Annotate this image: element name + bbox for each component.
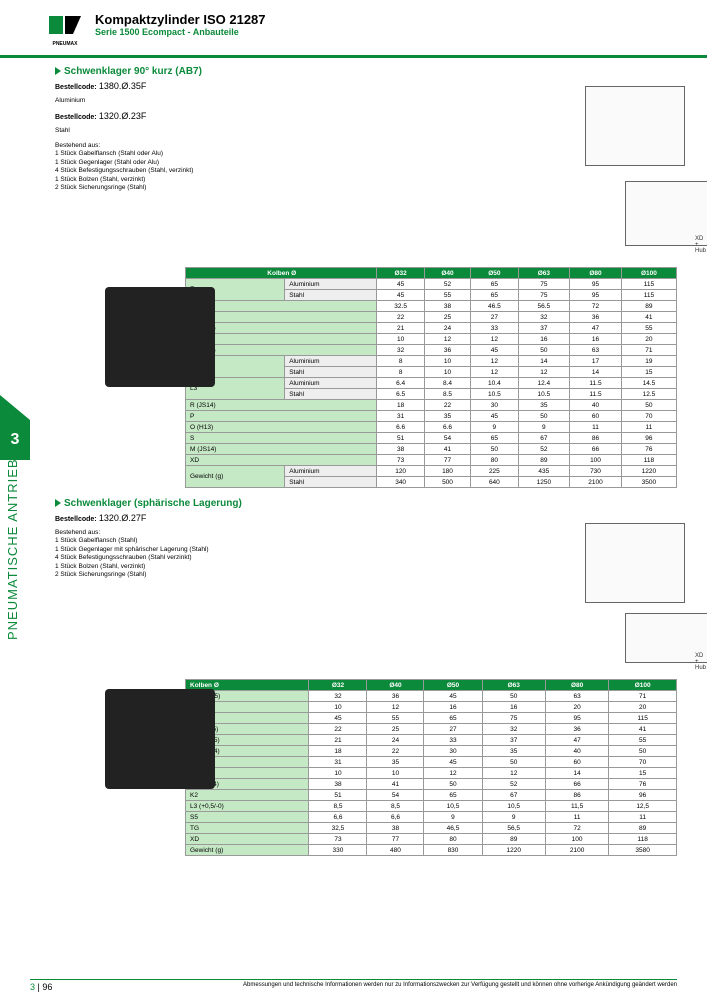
material-label: Stahl xyxy=(55,127,315,135)
page-header: PNEUMAX Kompaktzylinder ISO 21287 Serie … xyxy=(0,0,707,55)
page-title: Kompaktzylinder ISO 21287 xyxy=(95,12,266,27)
order-label: Bestellcode: xyxy=(55,516,97,523)
section1-title: Schwenklager 90° kurz (AB7) xyxy=(55,66,677,77)
components-title: Bestehend aus: xyxy=(55,142,315,150)
svg-text:PNEUMAX: PNEUMAX xyxy=(52,41,78,47)
logo: PNEUMAX xyxy=(45,12,85,47)
order-code: 1320.Ø.27F xyxy=(99,513,147,523)
triangle-icon xyxy=(55,499,61,507)
section2-title: Schwenklager (sphärische Lagerung) xyxy=(55,498,677,509)
dimensions-table-1: Kolben ØØ32Ø40Ø50Ø63Ø80Ø100EAluminium455… xyxy=(185,267,677,488)
order-label: Bestellcode: xyxy=(55,114,97,121)
page-number: 3 | 96 xyxy=(30,982,52,992)
product-photo xyxy=(105,689,215,789)
order-code: 1320.Ø.23F xyxy=(99,111,147,121)
order-code: 1380.Ø.35F xyxy=(99,81,147,91)
components-list: 1 Stück Gabelflansch (Stahl oder Alu)1 S… xyxy=(55,150,315,192)
dimensions-table-2: Kolben ØØ32Ø40Ø50Ø63Ø80Ø100CH (JS15)3236… xyxy=(185,679,677,856)
page-subtitle: Serie 1500 Ecompact - Anbauteile xyxy=(95,27,266,37)
components-title: Bestehend aus: xyxy=(55,529,315,537)
disclaimer: Abmessungen und technische Informationen… xyxy=(243,982,677,992)
components-list: 1 Stück Gabelflansch (Stahl)1 Stück Gege… xyxy=(55,537,315,579)
divider xyxy=(0,55,707,58)
order-label: Bestellcode: xyxy=(55,84,97,91)
triangle-icon xyxy=(55,67,61,75)
material-label: Aluminium xyxy=(55,97,315,105)
product-photo xyxy=(105,287,215,387)
page-footer: 3 | 96 Abmessungen und technische Inform… xyxy=(0,979,707,993)
